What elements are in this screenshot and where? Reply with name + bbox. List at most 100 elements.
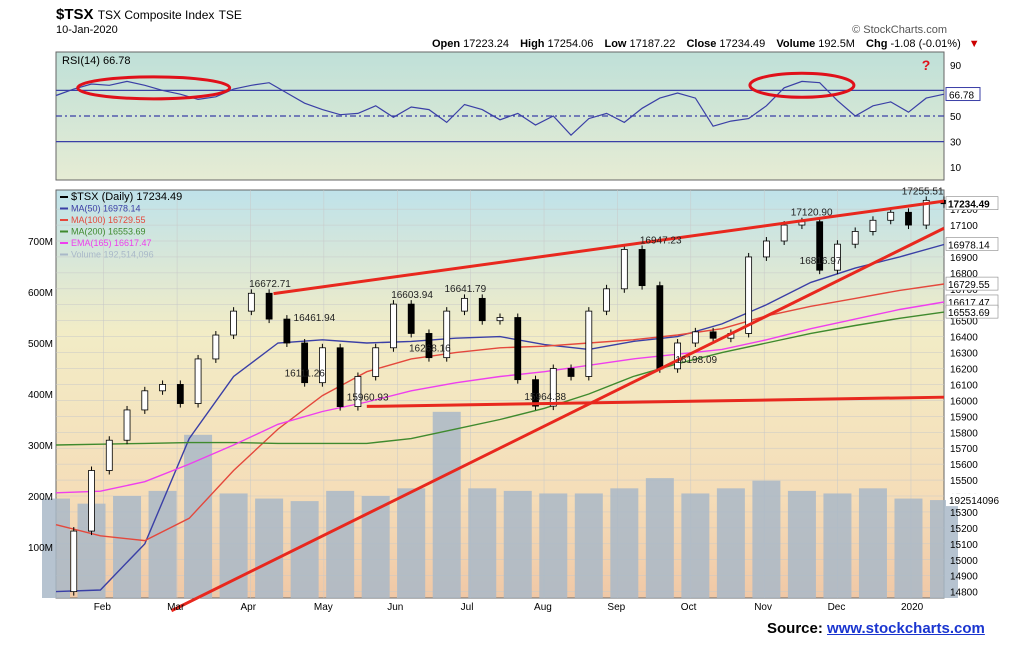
y-tick-label: 14900 (950, 572, 978, 583)
price-candle (461, 297, 468, 312)
right-value-label: 16729.55 (948, 280, 990, 291)
right-value-box (945, 196, 999, 210)
volume-bar (468, 488, 497, 598)
volume-bar (823, 493, 852, 598)
rsi-tick-label: 30 (950, 138, 962, 149)
x-tick-label: 2020 (901, 602, 924, 613)
change-down-icon: ▼ (968, 38, 980, 50)
y-tick-label: 17200 (950, 205, 978, 216)
price-candle (709, 331, 717, 339)
right-value-box (945, 237, 999, 251)
right-value-label: 16978.14 (948, 240, 990, 251)
price-candle (318, 347, 326, 384)
price-candle (176, 384, 184, 404)
volume-value-label: 192514096 (949, 496, 999, 507)
y-tick-label: 16300 (950, 349, 978, 360)
volume-bar (681, 493, 710, 598)
brand-label: © StockCharts.com (852, 24, 947, 36)
price-candle (887, 211, 895, 221)
volume-tick-label: 100M (28, 543, 53, 554)
volume-bar (255, 498, 284, 598)
x-tick-label: Apr (240, 602, 256, 613)
price-candle (141, 390, 149, 411)
price-candle (922, 199, 930, 226)
y-tick-label: 15100 (950, 540, 978, 551)
highlight-circle (748, 71, 856, 99)
x-tick-label: Jun (387, 602, 403, 613)
y-tick-label: 16100 (950, 380, 978, 391)
y-tick-label: 15700 (950, 444, 978, 455)
price-annotation: 15964.38 (524, 392, 566, 403)
volume-tick-label: 400M (28, 390, 53, 401)
y-tick-label: 15500 (950, 476, 978, 487)
volume-bar (503, 490, 532, 598)
right-value-label: 16553.69 (948, 308, 990, 319)
chart-title: $TSX TSX Composite Index TSE (56, 6, 242, 23)
x-tick-label: Sep (607, 602, 625, 613)
price-annotation: 16603.94 (391, 290, 433, 301)
high-value: 17254.06 (547, 38, 594, 50)
price-candle (851, 231, 859, 245)
price-candle (532, 379, 539, 407)
volume-tick-label: 600M (28, 288, 53, 299)
price-candle (656, 285, 664, 370)
source-link[interactable]: www.stockcharts.com (827, 620, 985, 637)
y-tick-label: 15800 (950, 428, 978, 439)
x-tick-label: Aug (534, 602, 552, 613)
price-annotation: 16111.26 (285, 369, 326, 380)
y-tick-label: 15600 (950, 460, 978, 471)
price-candle (745, 256, 753, 334)
change-label: Chg (866, 38, 888, 50)
ma100-line (55, 283, 945, 542)
trendline-upper (273, 199, 945, 296)
volume-bar (858, 488, 887, 598)
y-tick-label: 16000 (950, 396, 978, 407)
volume-bar (787, 490, 816, 598)
y-tick-label: 15000 (950, 556, 978, 567)
price-candle (816, 221, 824, 271)
low-value: 17187.22 (629, 38, 676, 50)
price-candle (603, 288, 610, 312)
ma200-line (55, 311, 945, 446)
price-candle (70, 530, 78, 593)
symbol: $TSX (56, 6, 94, 23)
right-value-label: 16617.47 (948, 298, 990, 309)
price-annotation: 16816.97 (800, 256, 842, 267)
price-candle (567, 368, 575, 377)
y-tick-label: 14800 (950, 588, 978, 599)
price-candle (834, 243, 841, 271)
price-candle (763, 240, 770, 258)
price-candle (549, 368, 557, 407)
y-tick-label: 16200 (950, 365, 978, 376)
volume-bar (432, 411, 461, 598)
volume-bar (539, 493, 568, 598)
volume-bar (716, 488, 745, 598)
price-candle (780, 224, 788, 242)
price-candle (265, 292, 273, 320)
price-candle (638, 249, 646, 287)
volume-bar (326, 490, 355, 598)
volume-bar (148, 490, 177, 598)
volume-value: 192.5M (818, 38, 855, 50)
right-value-label: 17234.49 (948, 200, 990, 211)
volume-bar (397, 488, 426, 598)
close-label: Close (686, 38, 717, 50)
volume-tick-label: 200M (28, 492, 53, 503)
legend-entry: MA(200) 16553.69 (71, 227, 146, 237)
ma50-line (55, 243, 945, 593)
price-annotation: 16268.16 (409, 344, 451, 355)
trendline-lower-support (366, 395, 945, 408)
question-mark: ? (922, 57, 931, 73)
source-label: Source: (767, 620, 823, 637)
trendline-rising (170, 226, 945, 613)
rsi-line (55, 80, 945, 137)
rsi-value-label: 66.78 (949, 91, 974, 102)
price-candle (514, 317, 522, 381)
volume-tick-label: 500M (28, 339, 53, 350)
volume-bar (113, 496, 142, 598)
exchange: TSE (218, 8, 242, 22)
volume-bar (574, 493, 603, 598)
volume-bar (219, 493, 248, 598)
price-annotation: 16947.23 (640, 235, 682, 246)
x-tick-label: Mar (167, 602, 185, 613)
